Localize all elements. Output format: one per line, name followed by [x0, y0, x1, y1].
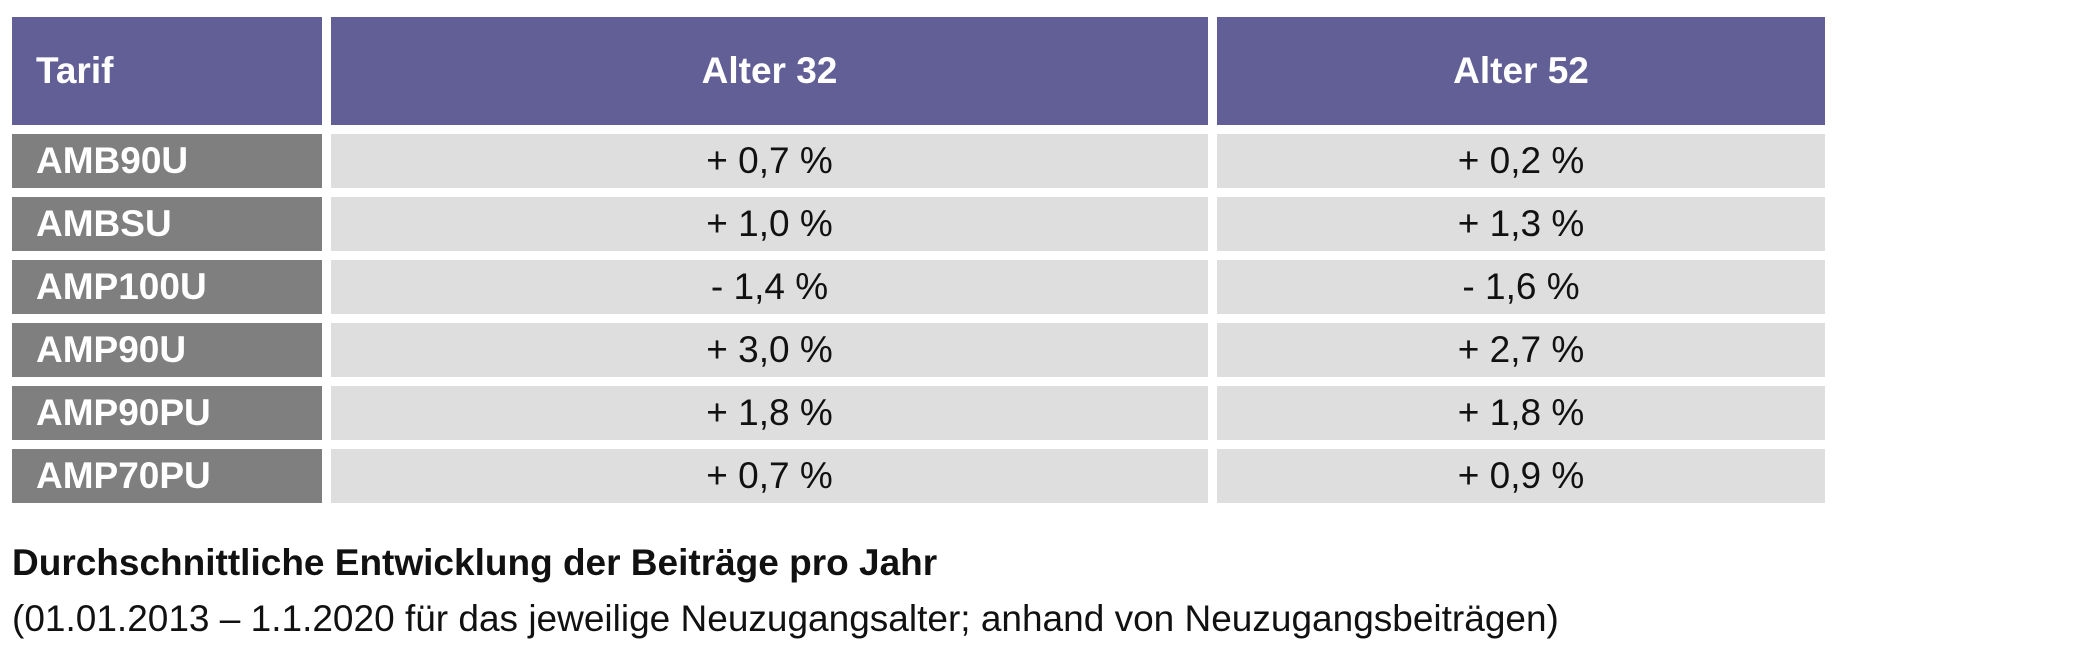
table-row: AMP90U + 3,0 % + 2,7 %	[12, 323, 1825, 377]
alter-32-value: + 1,8 %	[331, 386, 1208, 440]
alter-32-value: + 0,7 %	[331, 449, 1208, 503]
caption-title: Durchschnittliche Entwicklung der Beiträ…	[12, 542, 938, 583]
alter-52-value: + 0,2 %	[1217, 134, 1825, 188]
header-tarif: Tarif	[12, 17, 322, 125]
table-row: AMB90U + 0,7 % + 0,2 %	[12, 134, 1825, 188]
alter-32-value: - 1,4 %	[331, 260, 1208, 314]
alter-52-value: - 1,6 %	[1217, 260, 1825, 314]
tarif-cell: AMB90U	[12, 134, 322, 188]
tariff-table-container: Tarif Alter 32 Alter 52 AMB90U + 0,7 % +…	[12, 17, 1825, 503]
table-caption: Durchschnittliche Entwicklung der Beiträ…	[12, 535, 1559, 647]
table-row: AMBSU + 1,0 % + 1,3 %	[12, 197, 1825, 251]
alter-52-value: + 1,8 %	[1217, 386, 1825, 440]
tarif-cell: AMP100U	[12, 260, 322, 314]
tarif-cell: AMP90PU	[12, 386, 322, 440]
tarif-cell: AMP90U	[12, 323, 322, 377]
alter-32-value: + 0,7 %	[331, 134, 1208, 188]
tarif-cell: AMBSU	[12, 197, 322, 251]
header-alter-52: Alter 52	[1217, 17, 1825, 125]
table-row: AMP90PU + 1,8 % + 1,8 %	[12, 386, 1825, 440]
alter-32-value: + 1,0 %	[331, 197, 1208, 251]
alter-52-value: + 2,7 %	[1217, 323, 1825, 377]
alter-32-value: + 3,0 %	[331, 323, 1208, 377]
tarif-cell: AMP70PU	[12, 449, 322, 503]
table-row: AMP100U - 1,4 % - 1,6 %	[12, 260, 1825, 314]
alter-52-value: + 1,3 %	[1217, 197, 1825, 251]
tariff-table: Tarif Alter 32 Alter 52 AMB90U + 0,7 % +…	[3, 8, 1834, 512]
header-alter-32: Alter 32	[331, 17, 1208, 125]
table-header-row: Tarif Alter 32 Alter 52	[12, 17, 1825, 125]
table-row: AMP70PU + 0,7 % + 0,9 %	[12, 449, 1825, 503]
caption-subtitle: (01.01.2013 – 1.1.2020 für das jeweilige…	[12, 598, 1559, 639]
alter-52-value: + 0,9 %	[1217, 449, 1825, 503]
